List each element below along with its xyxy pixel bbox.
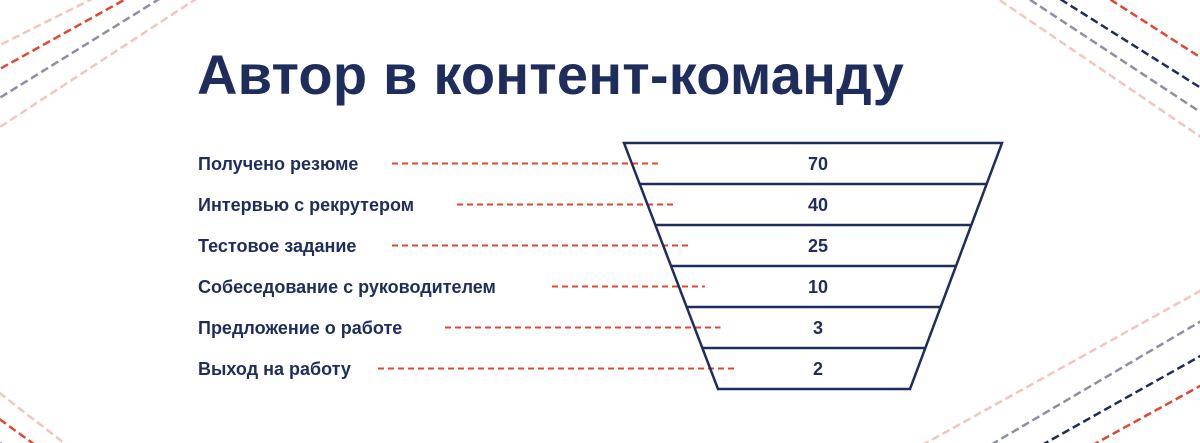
stage-value: 25 — [807, 235, 829, 256]
stage-label: Тестовое задание — [198, 235, 357, 256]
stage-value: 2 — [812, 358, 823, 379]
stage-value: 10 — [807, 276, 829, 297]
page-title: Автор в контент-команду — [197, 43, 904, 106]
stage-label: Собеседование с руководителем — [198, 276, 496, 297]
stage-value: 40 — [807, 194, 829, 215]
stage-label: Выход на работу — [198, 358, 351, 379]
stage-value: 3 — [812, 317, 823, 338]
stage-label: Интервью с рекрутером — [198, 194, 415, 215]
stage-value: 70 — [807, 153, 829, 174]
stage-label: Предложение о работе — [198, 317, 403, 338]
stage-label: Получено резюме — [198, 153, 359, 174]
